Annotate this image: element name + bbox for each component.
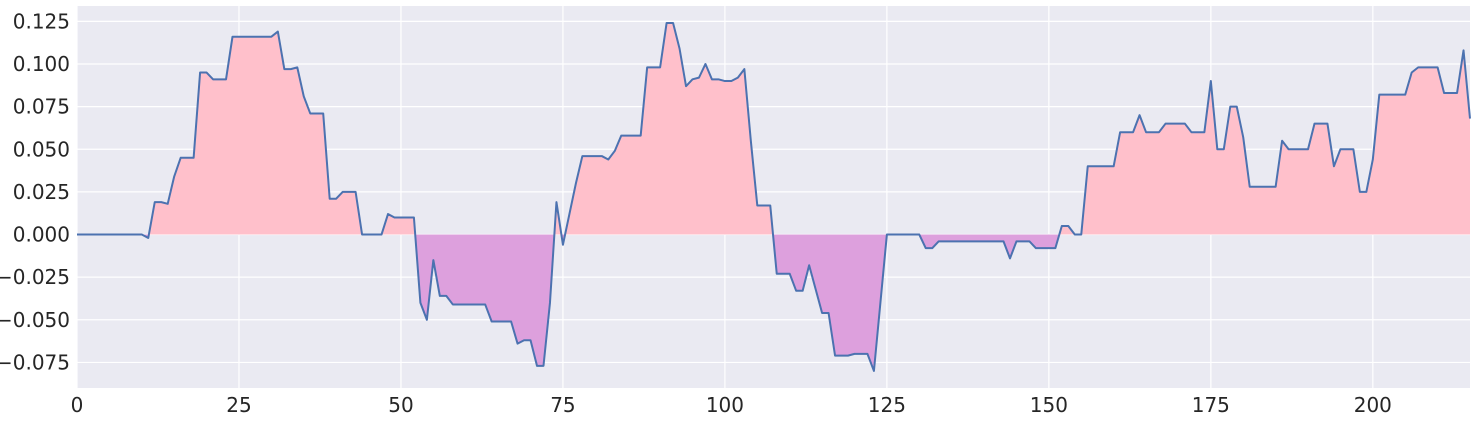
y-tick-label: 0.025: [13, 180, 70, 204]
y-tick-label: 0.075: [13, 95, 70, 119]
x-tick-label: 175: [1192, 393, 1230, 417]
y-tick-label: −0.075: [0, 350, 70, 374]
series-line: [77, 22, 1471, 372]
y-tick-label: 0.000: [13, 223, 70, 247]
negative-area-fill: [77, 234, 1470, 371]
y-axis-tick-labels: 0.125 0.100 0.075 0.050 0.025 0.000 −0.025 −0.0…: [0, 9, 70, 374]
x-tick-label: 75: [550, 393, 575, 417]
x-tick-label: 100: [706, 393, 744, 417]
x-tick-label: 0: [71, 393, 84, 417]
x-tick-label: 25: [226, 393, 251, 417]
y-tick-label: 0.050: [13, 137, 70, 161]
y-tick-label: 0.100: [13, 52, 70, 76]
x-axis-tick-labels: 0 25 50 75 100 125 150 175 200: [71, 393, 1392, 417]
positive-area-fill: [77, 23, 1470, 235]
y-tick-label: −0.025: [0, 265, 70, 289]
x-tick-label: 125: [868, 393, 906, 417]
x-tick-label: 50: [388, 393, 413, 417]
x-tick-label: 150: [1030, 393, 1068, 417]
y-tick-label: 0.125: [13, 9, 70, 33]
series-lines: [77, 22, 1471, 372]
x-tick-label: 200: [1354, 393, 1392, 417]
y-tick-label: −0.050: [0, 308, 70, 332]
area-fills: [77, 23, 1470, 371]
